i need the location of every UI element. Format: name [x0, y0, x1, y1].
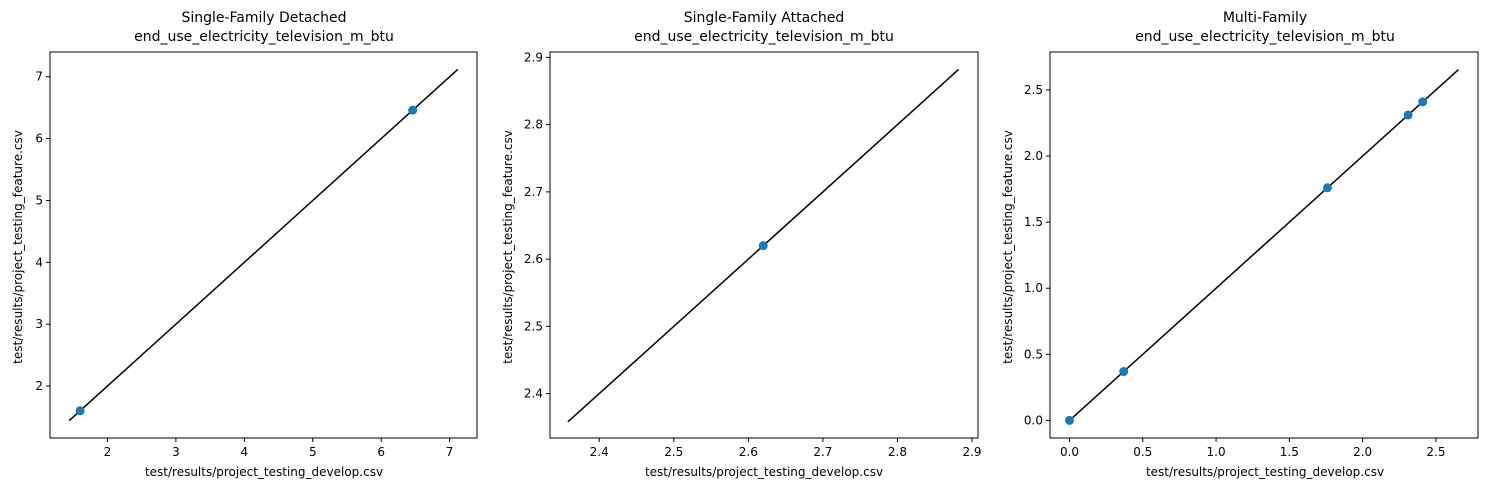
x-tick-label: 2.5 [664, 445, 683, 459]
y-tick-label: 0.5 [1024, 347, 1043, 361]
x-axis-label: test/results/project_testing_develop.csv [1146, 465, 1384, 479]
y-tick-label: 4 [35, 255, 43, 269]
data-point [1322, 183, 1332, 193]
data-point [408, 105, 418, 115]
y-axis-label: test/results/project_testing_feature.csv [501, 130, 515, 364]
data-point [1418, 97, 1428, 107]
x-tick-label: 2.4 [590, 445, 609, 459]
y-tick-label: 7 [35, 70, 43, 84]
plot-area-frame [1049, 51, 1479, 439]
y-tick-label: 0.0 [1024, 413, 1043, 427]
x-tick-label: 2.6 [739, 445, 758, 459]
y-tick-label: 2 [35, 379, 43, 393]
data-point [758, 241, 768, 251]
x-tick-label: 6 [377, 445, 385, 459]
y-tick-label: 2.7 [524, 185, 543, 199]
x-tick-label: 2.8 [888, 445, 907, 459]
x-tick-label: 4 [241, 445, 249, 459]
y-tick-label: 2.5 [524, 319, 543, 333]
y-tick-label: 2.6 [524, 252, 543, 266]
x-tick-label: 7 [446, 445, 454, 459]
chart-subtitle: end_use_electricity_television_m_btu [134, 29, 394, 45]
chart-title: Single-Family Attached [684, 10, 845, 26]
x-tick-label: 1.0 [1207, 445, 1226, 459]
y-axis-label: test/results/project_testing_feature.csv [11, 130, 25, 364]
identity-line [1068, 69, 1460, 421]
data-point [75, 406, 85, 416]
y-axis-label: test/results/project_testing_feature.csv [1001, 130, 1015, 364]
subplot-multi-family: Multi-Family end_use_electricity_televis… [1001, 10, 1479, 479]
x-tick-label: 0.5 [1133, 445, 1152, 459]
x-tick-label: 0.0 [1060, 445, 1079, 459]
x-tick-label: 2.7 [813, 445, 832, 459]
y-tick-label: 5 [35, 193, 43, 207]
data-point [1064, 415, 1074, 425]
x-tick-label: 2 [104, 445, 112, 459]
chart-subtitle: end_use_electricity_television_m_btu [634, 29, 894, 45]
y-tick-label: 2.0 [1024, 149, 1043, 163]
chart-subtitle: end_use_electricity_television_m_btu [1135, 29, 1395, 45]
x-tick-label: 3 [172, 445, 180, 459]
x-axis-label: test/results/project_testing_develop.csv [145, 465, 383, 479]
y-tick-label: 2.8 [524, 118, 543, 132]
plot-area-frame [49, 51, 478, 439]
x-tick-label: 2.5 [1426, 445, 1445, 459]
x-tick-label: 2.9 [962, 445, 981, 459]
plot-area-frame [549, 51, 979, 439]
y-tick-label: 2.4 [524, 387, 543, 401]
y-tick-label: 1.0 [1024, 281, 1043, 295]
chart-title: Single-Family Detached [181, 10, 346, 26]
x-tick-label: 2.0 [1353, 445, 1372, 459]
chart-title: Multi-Family [1223, 10, 1307, 26]
data-point [1403, 110, 1413, 120]
y-tick-label: 2.5 [1024, 83, 1043, 97]
y-tick-label: 1.5 [1024, 215, 1043, 229]
x-tick-label: 5 [309, 445, 317, 459]
y-tick-label: 6 [35, 132, 43, 146]
y-tick-label: 2.9 [524, 50, 543, 64]
subplot-single-family-attached: Single-Family Attached end_use_electrici… [501, 10, 982, 479]
x-tick-label: 1.5 [1280, 445, 1299, 459]
subplot-single-family-detached: Single-Family Detached end_use_electrici… [11, 10, 478, 479]
data-point [1119, 367, 1129, 377]
identity-line [68, 68, 459, 422]
x-axis-label: test/results/project_testing_develop.csv [645, 465, 883, 479]
y-tick-label: 3 [35, 317, 43, 331]
